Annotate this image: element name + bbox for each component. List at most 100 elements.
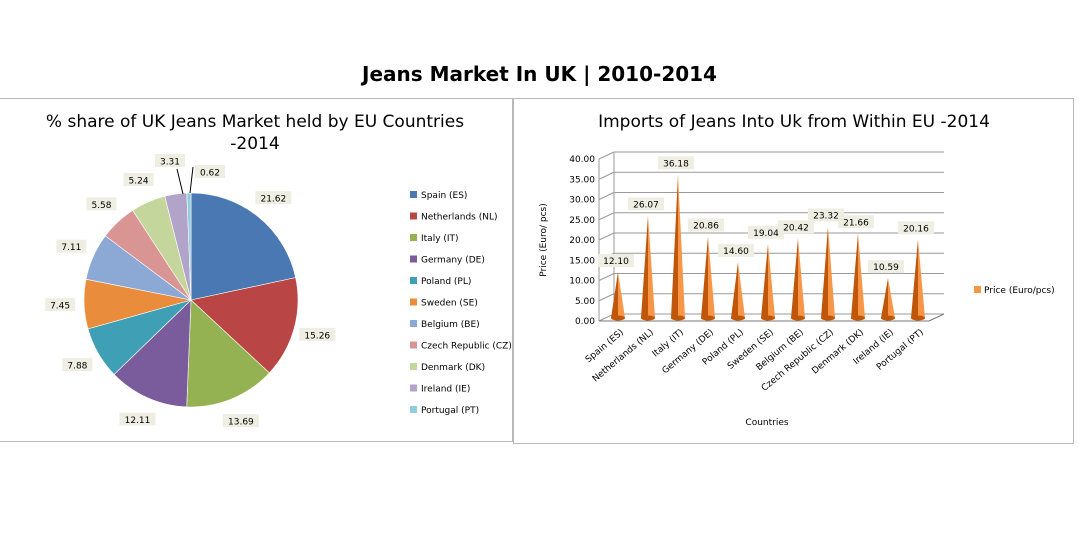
bar-data-label-bg [628,197,664,211]
bar-cone-face [738,261,745,321]
pie-slice-portugal-pt [186,192,192,301]
pie-legend-item-portugal-pt: Portugal (PT) [410,406,479,416]
pie-data-label-text: 7.88 [67,362,87,372]
bar-cone-face [918,239,925,321]
pie-data-label-text: 5.24 [129,176,149,186]
bar-cone-shade [881,278,888,321]
pie-data-label-bg [56,239,87,253]
pie-legend-item-germany-de: Germany (DE) [410,255,485,266]
pie-legend-label: Italy (IT) [421,234,459,244]
pie-data-label-bg [123,172,154,186]
pie-legend-label: Germany (DE) [421,256,485,266]
bar-cone-face [858,233,865,321]
bar-data-label-bg [658,156,694,170]
y-axis-label: Price (Euro/ pcs) [539,203,549,276]
pie-slice-germany-de [113,299,192,408]
pie-legend-swatch [410,384,417,392]
pie-legend-swatch [410,277,417,284]
pie-data-label-italy-it: 13.69 [222,414,259,428]
pie-data-label-bg [255,191,292,205]
pie-data-label-bg [195,165,225,178]
bar-cone-base [821,315,835,321]
pie-legend-swatch [410,255,417,263]
bar-data-label-denmark-dk: 21.66 [838,215,874,229]
bar-data-label-czech-republic-cz: 23.32 [808,208,844,222]
pie-legend-swatch [410,341,417,349]
bar-data-label-bg [778,220,814,234]
pie-legend-item-ireland-ie: Ireland (IE) [410,384,470,395]
bar-cone-shade [821,226,828,321]
bar-data-label-portugal-pt: 20.16 [898,221,934,234]
pie-data-label-bg [119,412,156,426]
bar-data-label-sweden-se: 19.04 [748,225,784,239]
pie-data-label-belgium-be: 7.11 [56,239,87,253]
pie-data-label-bg [155,154,185,167]
bar-cone-base [611,315,625,321]
bar-cone-base [791,315,805,321]
pie-data-label-portugal-pt: 0.62 [195,165,225,179]
pie-legend-label: Poland (PL) [421,277,471,287]
x-tick-label-germany-de: Germany (DE) [661,328,716,377]
bar-cone-face [798,238,805,321]
bar-legend-label: Price (Euro/pcs) [984,286,1055,296]
bar-chart: 0.00 5.00 10.00 15.00 20.00 25.00 30.00 35.00 40… [539,151,1055,428]
pie-legend-swatch [410,212,417,220]
pie-legend-label: Portugal (PT) [421,406,479,416]
pie-leader-line-portugal [189,166,194,194]
bar-data-label-text: 12.10 [603,257,629,267]
bar-cone-shade [701,236,708,321]
bar-sweden-se [761,243,775,321]
bar-italy-it [671,174,685,321]
grid-line-side [598,273,615,281]
pie-data-label-denmark-dk: 5.24 [123,172,154,186]
pie-data-label-text: 7.45 [50,302,70,312]
pie-data-label-netherlands-nl: 15.26 [299,327,336,341]
pie-legend-swatch [410,320,417,327]
pie-legend-swatch [410,234,417,241]
bar-data-label-text: 19.04 [753,229,779,239]
pie-chart: 21.62 15.26 13.69 12.11 7.88 7.45 7.11 5.58 5.24… [45,154,512,428]
bar-data-label-spain-es: 12.10 [598,253,634,267]
y-tick-label: 20.00 [569,236,595,246]
bar-cone-face [648,215,655,321]
pie-legend-item-poland-pl: Poland (PL) [410,277,471,287]
pie-legend-label: Sweden (SE) [421,299,478,309]
pie-legend-swatch [410,191,417,198]
bar-cone-face [708,236,715,321]
bar-data-label-text: 20.86 [693,222,719,232]
x-axis-label: Countries [745,418,788,428]
grid-line-side [598,151,615,160]
bar-chart-title: Imports of Jeans Into Uk from Within EU … [598,112,990,132]
pie-data-label-text: 15.26 [304,331,330,341]
bar-cone-shade [791,238,798,321]
bar-netherlands-nl [641,215,655,321]
bar-cone-base [761,315,775,321]
bar-data-label-bg [898,221,934,235]
grid-line-side [598,293,615,302]
bar-belgium-be [791,238,805,321]
pie-data-label-sweden-se: 7.45 [45,298,76,312]
pie-legend-item-czech-republic-cz: Czech Republic (CZ) [410,341,512,352]
pie-legend-item-italy-it: Italy (IT) [410,234,459,244]
pie-legend-item-sweden-se: Sweden (SE) [410,298,478,309]
bar-cone-shade [611,271,618,321]
bar-cone-shade [851,233,858,321]
pie-chart-title-line1: % share of UK Jeans Market held by EU Co… [45,112,465,132]
bar-cone-shade [671,174,678,321]
bar-cone-base [671,315,685,321]
pie-data-label-text: 13.69 [228,418,254,428]
bar-cone-face [678,174,685,321]
bar-data-label-bg [868,260,904,274]
y-tick-label: 30.00 [569,196,595,206]
pie-data-label-bg [86,197,117,211]
pie-data-label-text: 21.62 [260,195,286,205]
bar-data-label-text: 14.60 [723,247,749,257]
pie-data-label-text: 0.62 [200,169,220,179]
pie-legend-swatch [410,363,417,370]
pie-data-label-text: 5.58 [91,201,111,211]
pie-data-label-spain-es: 21.62 [255,191,292,205]
y-tick-label: 40.00 [569,155,595,165]
bar-spain-es [611,271,625,321]
bar-cone-shade [911,239,918,321]
pie-legend-swatch [410,406,417,413]
